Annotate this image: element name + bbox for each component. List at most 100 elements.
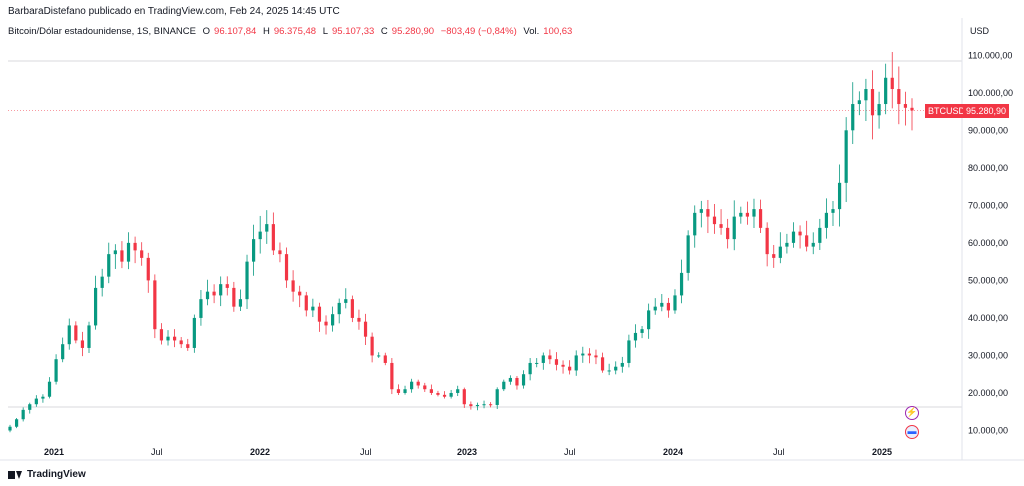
candle-body <box>521 374 526 386</box>
candle-body <box>594 355 598 358</box>
price-tick-label: 50.000,00 <box>968 275 1008 285</box>
candle-body <box>271 224 275 251</box>
candle-body <box>554 359 559 365</box>
candle-body <box>21 409 25 420</box>
candle-body <box>284 254 289 281</box>
candle-body <box>910 107 914 111</box>
candle-body <box>192 317 196 348</box>
candle-body <box>469 404 473 407</box>
candle-body <box>732 216 736 240</box>
candle-body <box>41 396 45 399</box>
open-value: 96.107,84 <box>214 26 257 37</box>
candle-body <box>502 381 506 390</box>
candle-body <box>627 340 631 363</box>
candle-body <box>74 325 78 341</box>
high-label: H <box>262 26 270 37</box>
candle-body <box>331 314 335 326</box>
candle-body <box>100 276 104 288</box>
candle-body <box>357 317 361 322</box>
candle-body <box>324 321 328 326</box>
time-tick-label: 2025 <box>872 447 892 457</box>
candle-body <box>8 426 12 431</box>
candle-body <box>508 377 512 382</box>
symbol-name[interactable]: Bitcoin/Dólar estadounidense, 1S, BINANC… <box>8 26 196 37</box>
candle-body <box>383 355 387 363</box>
candle-body <box>172 336 177 341</box>
candle-body <box>54 359 58 382</box>
candle-body <box>581 353 585 356</box>
candle-body <box>442 394 447 397</box>
candle-body <box>739 212 743 217</box>
candle-body <box>897 89 901 105</box>
candle-body <box>666 302 670 311</box>
candle-body <box>416 381 420 386</box>
candle-body <box>475 404 480 407</box>
candle-body <box>337 302 341 315</box>
candle-body <box>186 344 190 348</box>
candle-body <box>693 212 697 236</box>
candle-body <box>778 246 782 258</box>
last-price-badge: 95.280,90 <box>963 104 1010 118</box>
candle-body <box>561 364 565 367</box>
candle-body <box>344 299 348 303</box>
candle-body <box>252 239 256 262</box>
candle-body <box>673 295 677 311</box>
candle-body <box>93 287 98 326</box>
candle-body <box>436 392 440 395</box>
candle-body <box>614 366 618 371</box>
candle-body <box>298 291 302 296</box>
low-value: 95.107,33 <box>332 26 375 37</box>
candle-body <box>805 235 809 247</box>
time-scale: 2021 Jul 2022 Jul 2023 Jul 2024 Jul 2025 <box>44 447 892 457</box>
price-tick-label: 40.000,00 <box>968 313 1008 323</box>
time-tick-label: 2022 <box>250 447 270 457</box>
candle-body <box>719 224 723 228</box>
price-tick-label: 110.000,00 <box>968 50 1012 60</box>
candle-body <box>34 398 38 405</box>
candle-body <box>752 209 756 217</box>
candle-body <box>633 332 638 341</box>
candle-body <box>133 242 137 251</box>
candle-body <box>489 404 493 406</box>
candle-body <box>80 340 85 348</box>
chart-grid <box>0 18 1024 461</box>
candle-body <box>113 250 117 255</box>
lightning-icon[interactable]: ⚡ <box>905 406 919 420</box>
candle-body <box>232 287 236 307</box>
candle-body <box>745 212 750 217</box>
candle-body <box>47 381 52 397</box>
candle-body <box>765 227 769 255</box>
candle-body <box>456 389 460 393</box>
candle-body <box>278 250 282 255</box>
time-tick-label: 2024 <box>663 447 683 457</box>
candle-body <box>449 392 453 397</box>
candle-body <box>14 419 19 427</box>
candle-body <box>311 306 315 311</box>
candles-layer <box>8 52 914 433</box>
currency-label[interactable]: USD <box>970 26 990 36</box>
candle-body <box>403 389 407 393</box>
close-label: C <box>380 26 388 37</box>
candle-body <box>423 385 427 390</box>
candle-body <box>126 242 131 262</box>
candle-body <box>199 299 203 318</box>
candle-body <box>495 389 499 405</box>
price-tick-label: 90.000,00 <box>968 125 1008 135</box>
symbol-info-bar: Bitcoin/Dólar estadounidense, 1S, BINANC… <box>8 26 576 37</box>
high-value: 96.375,48 <box>273 26 317 37</box>
time-tick-label: Jul <box>151 447 163 457</box>
candle-body <box>265 224 269 232</box>
price-tick-label: 70.000,00 <box>968 200 1008 210</box>
low-label: L <box>322 26 329 37</box>
tradingview-footer[interactable]: TradingView <box>8 469 86 480</box>
price-scale: 110.000,00 100.000,00 90.000,00 80.000,00 70… <box>968 50 1013 435</box>
candle-body <box>877 104 881 116</box>
candle-body <box>587 353 591 356</box>
candle-body <box>660 302 664 307</box>
price-tick-label: 20.000,00 <box>968 388 1008 398</box>
candle-body <box>568 366 572 371</box>
us-flag-icon[interactable]: ▬ <box>905 425 919 439</box>
candle-body <box>245 261 249 300</box>
time-tick-label: Jul <box>360 447 372 457</box>
